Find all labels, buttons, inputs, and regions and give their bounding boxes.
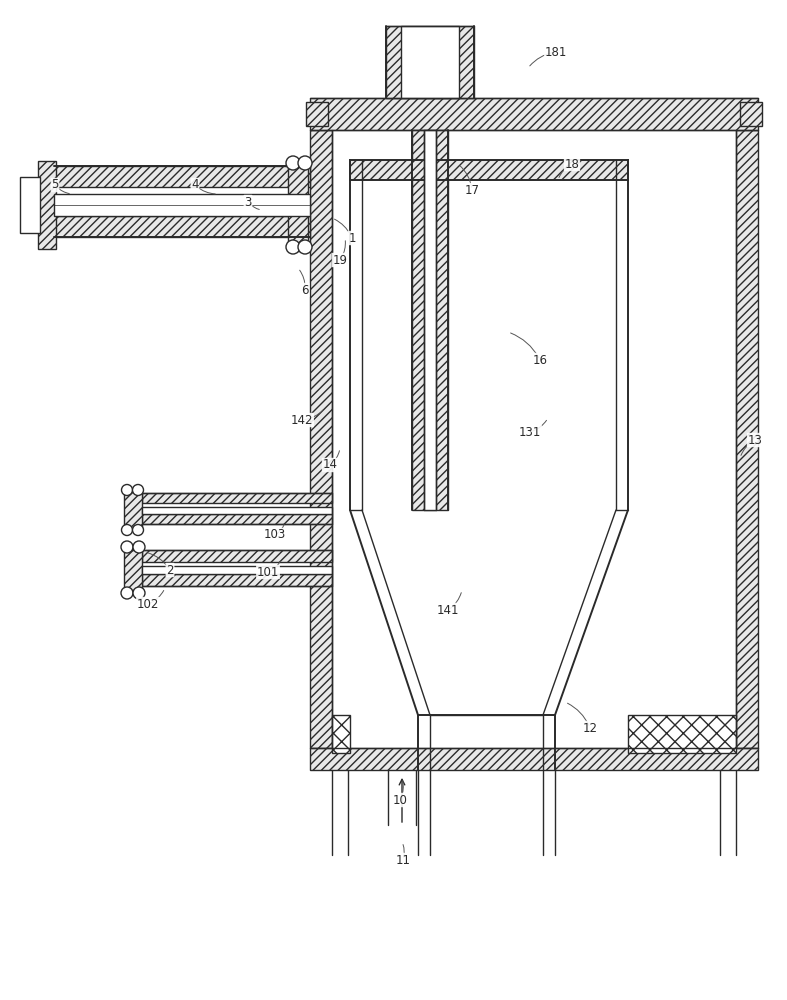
Bar (350, 160, 628, 180)
Bar (38, 161, 56, 249)
Circle shape (133, 541, 145, 553)
Text: 18: 18 (564, 157, 579, 170)
Circle shape (132, 524, 143, 536)
Text: 1: 1 (349, 232, 356, 244)
Circle shape (121, 541, 133, 553)
Text: 3: 3 (244, 196, 252, 209)
Text: 17: 17 (464, 184, 479, 196)
Circle shape (121, 524, 132, 536)
Text: 131: 131 (519, 426, 541, 438)
Circle shape (286, 156, 300, 170)
Text: 5: 5 (51, 178, 59, 192)
Bar (142, 492, 332, 503)
Circle shape (133, 587, 145, 599)
Text: 6: 6 (301, 284, 309, 296)
Bar (142, 506, 332, 514)
Text: 4: 4 (191, 178, 199, 192)
Text: 142: 142 (290, 414, 313, 426)
Text: 19: 19 (332, 253, 348, 266)
Bar (288, 159, 308, 251)
Bar (310, 748, 758, 770)
Text: 10: 10 (393, 794, 408, 806)
Text: 2: 2 (166, 564, 174, 576)
Bar (310, 98, 758, 130)
Circle shape (121, 587, 133, 599)
Bar (736, 130, 758, 748)
Bar (142, 550, 332, 562)
Bar (386, 26, 474, 98)
Circle shape (286, 240, 300, 254)
Text: 101: 101 (257, 566, 279, 578)
Bar (54, 216, 310, 237)
Text: 103: 103 (264, 528, 286, 542)
Bar (142, 514, 332, 524)
Bar (142, 574, 332, 586)
Text: 181: 181 (545, 45, 567, 58)
Bar (54, 194, 310, 216)
Bar (412, 130, 448, 510)
Bar (20, 177, 40, 233)
Text: 12: 12 (582, 722, 597, 734)
Circle shape (121, 485, 132, 495)
Bar (332, 715, 350, 753)
Bar (306, 102, 328, 126)
Text: 13: 13 (748, 434, 763, 446)
Bar (142, 566, 332, 574)
Text: 141: 141 (437, 603, 460, 616)
Circle shape (132, 485, 143, 495)
Circle shape (298, 240, 312, 254)
Bar (124, 550, 142, 590)
Circle shape (298, 156, 312, 170)
Bar (54, 166, 310, 187)
Bar (310, 130, 332, 748)
Text: 102: 102 (137, 597, 159, 610)
Text: 11: 11 (396, 854, 411, 866)
Bar (424, 130, 436, 510)
Bar (401, 26, 459, 98)
Text: 14: 14 (323, 458, 338, 472)
Bar (628, 715, 736, 753)
Bar (740, 102, 762, 126)
Bar (124, 492, 142, 528)
Text: 16: 16 (533, 354, 548, 366)
